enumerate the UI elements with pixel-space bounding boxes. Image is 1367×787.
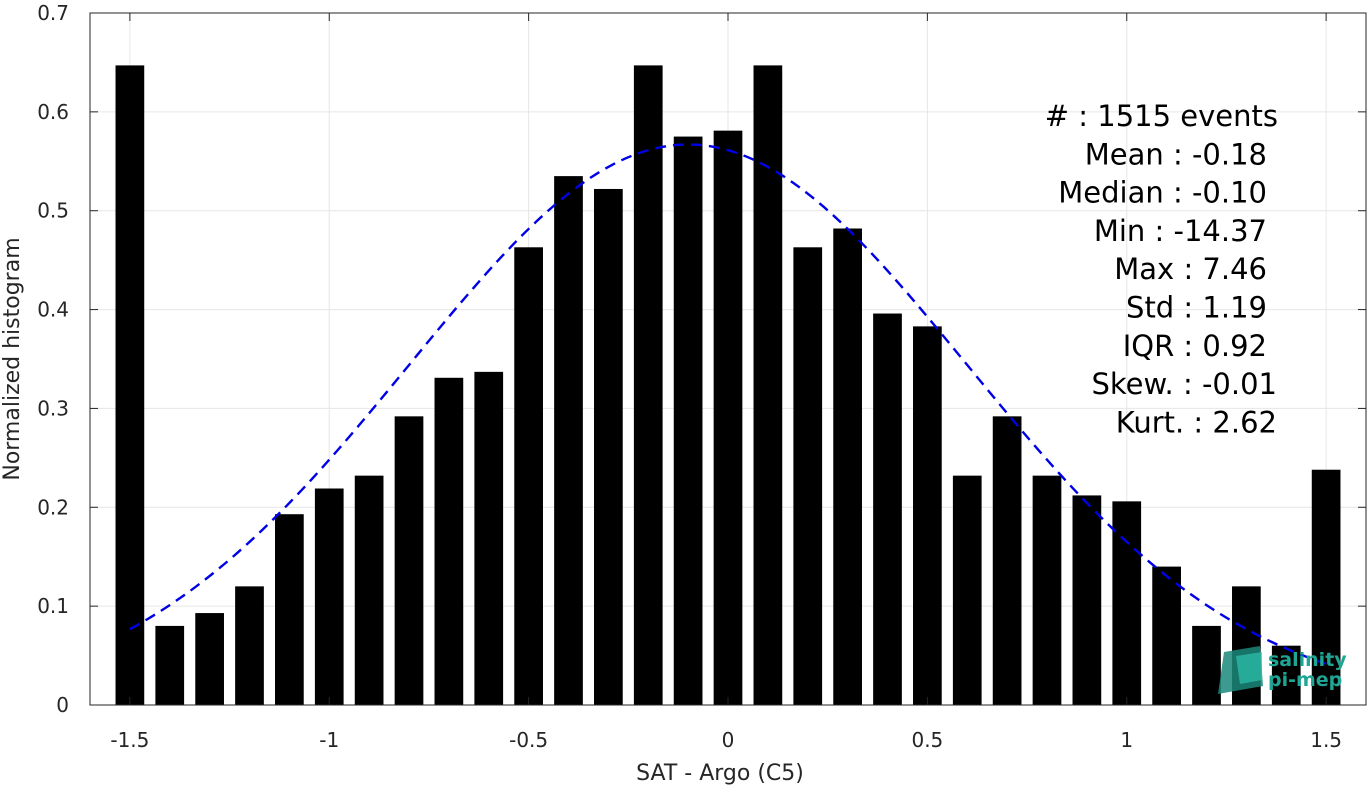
histogram-bar [673, 136, 703, 706]
x-axis-ticks: -1.5 -1 -0.5 0 0.5 1 1.5 [110, 13, 1342, 752]
stat-line: IQR : 0.92 [1123, 329, 1267, 363]
x-tick-label: 1 [1120, 728, 1133, 752]
histogram-bar [913, 326, 942, 705]
histogram-bar [1311, 469, 1341, 705]
histogram-bar [633, 65, 663, 705]
histogram-bar [394, 416, 424, 705]
stat-line: Skew. : -0.01 [1091, 367, 1277, 401]
stat-line: Median : -0.10 [1058, 176, 1267, 210]
histogram-bar [594, 188, 623, 706]
y-tick-label: 0.6 [37, 100, 69, 124]
y-tick-label: 0 [56, 693, 69, 717]
histogram-bar [1032, 475, 1062, 705]
stat-line: Kurt. : 2.62 [1116, 405, 1277, 439]
histogram-bars [115, 65, 1341, 706]
histogram-bar [833, 228, 862, 705]
logo-text-line2: pi-mep [1268, 669, 1342, 691]
y-tick-label: 0.3 [37, 396, 69, 420]
stat-line: Std : 1.19 [1126, 291, 1267, 325]
histogram-bar [474, 371, 504, 705]
y-axis-title: Normalized histogram [0, 237, 25, 480]
histogram-bar [434, 377, 464, 705]
y-tick-label: 0.4 [37, 298, 69, 322]
histogram-bar [1112, 501, 1142, 705]
stat-line: Mean : -0.18 [1085, 137, 1267, 171]
histogram-bar [314, 488, 344, 705]
x-tick-label: -1.5 [110, 728, 149, 752]
y-tick-label: 0.2 [37, 495, 69, 519]
x-axis-title: SAT - Argo (C5) [636, 761, 804, 786]
histogram-bar [514, 247, 543, 705]
histogram-bar [1271, 645, 1301, 705]
x-tick-label: 0.5 [911, 728, 943, 752]
stat-line: Max : 7.46 [1114, 252, 1267, 286]
histogram-bar [873, 313, 902, 705]
stats-annotation: # : 1515 events Mean : -0.18 Median : -0.1… [1045, 99, 1278, 439]
salinity-pi-mep-logo: salinity pi-mep [1218, 646, 1347, 694]
stat-line: Min : -14.37 [1094, 214, 1267, 248]
x-tick-label: 0 [722, 728, 735, 752]
histogram-bar [115, 65, 145, 705]
y-axis-ticks: 0 0.1 0.2 0.3 0.4 0.5 0.6 0.7 [37, 1, 1366, 717]
histogram-bar [1192, 625, 1221, 705]
x-tick-label: -0.5 [509, 728, 548, 752]
stat-line: # : 1515 events [1045, 99, 1278, 133]
normal-fit-curve [129, 143, 1327, 666]
histogram-bar [753, 65, 783, 705]
histogram-bar [793, 247, 823, 705]
y-tick-label: 0.7 [37, 1, 69, 25]
histogram-bar [1152, 566, 1181, 705]
histogram-bar [713, 130, 743, 705]
y-tick-label: 0.1 [37, 594, 69, 618]
x-tick-label: 1.5 [1310, 728, 1342, 752]
histogram-bar [195, 613, 224, 705]
logo-text-line1: salinity [1268, 649, 1347, 671]
histogram-bar [235, 586, 264, 705]
histogram-bar [952, 475, 982, 705]
histogram-bar [354, 475, 384, 705]
x-tick-label: -1 [319, 728, 339, 752]
histogram-bar [275, 514, 304, 705]
histogram-bar [992, 416, 1022, 705]
y-tick-label: 0.5 [37, 199, 69, 223]
histogram-bar [554, 176, 583, 706]
histogram-bar [1072, 495, 1102, 705]
histogram-bar [155, 625, 185, 705]
